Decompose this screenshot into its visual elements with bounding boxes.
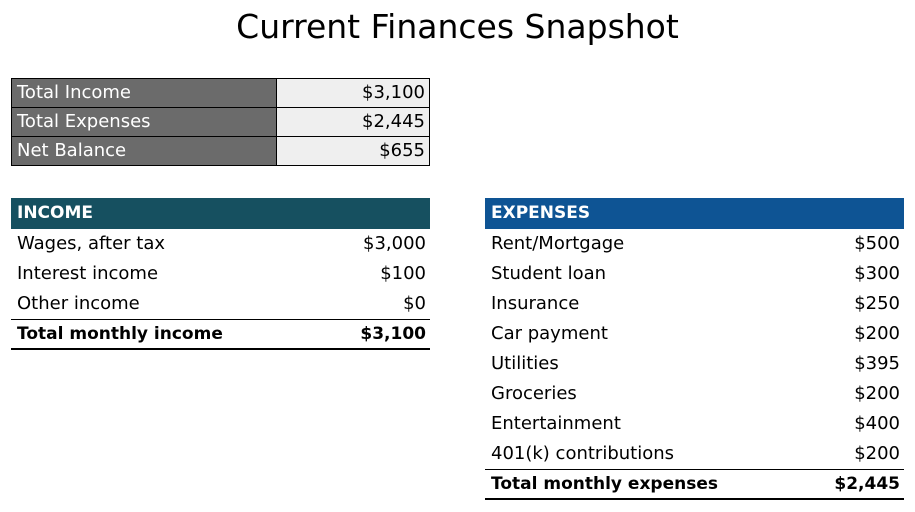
- list-item[interactable]: Car payment $200: [485, 319, 904, 349]
- item-value: $500: [854, 233, 900, 254]
- item-label: 401(k) contributions: [491, 443, 675, 464]
- total-value: $3,100: [360, 324, 426, 344]
- summary-row-net-balance: Net Balance $655: [11, 136, 430, 166]
- item-value: $395: [854, 353, 900, 374]
- page-title: Current Finances Snapshot: [236, 7, 679, 46]
- list-item[interactable]: Groceries $200: [485, 379, 904, 409]
- item-value: $0: [403, 293, 426, 314]
- list-item[interactable]: 401(k) contributions $200: [485, 439, 904, 469]
- item-label: Groceries: [491, 383, 577, 404]
- summary-row-total-expenses: Total Expenses $2,445: [11, 107, 430, 137]
- summary-value[interactable]: $3,100: [276, 78, 430, 108]
- income-panel: INCOME Wages, after tax $3,000 Interest …: [11, 198, 430, 350]
- total-value: $2,445: [834, 474, 900, 494]
- summary-label: Total Income: [11, 78, 277, 108]
- list-item[interactable]: Rent/Mortgage $500: [485, 229, 904, 259]
- item-value: $200: [854, 383, 900, 404]
- expenses-header: EXPENSES: [485, 198, 904, 229]
- summary-value[interactable]: $655: [276, 136, 430, 166]
- summary-value[interactable]: $2,445: [276, 107, 430, 137]
- item-label: Car payment: [491, 323, 608, 344]
- item-value: $250: [854, 293, 900, 314]
- income-header: INCOME: [11, 198, 430, 229]
- list-item[interactable]: Interest income $100: [11, 259, 430, 289]
- list-item[interactable]: Student loan $300: [485, 259, 904, 289]
- item-label: Interest income: [17, 263, 159, 284]
- list-item[interactable]: Other income $0: [11, 289, 430, 319]
- income-total-row[interactable]: Total monthly income $3,100: [11, 319, 430, 350]
- item-value: $100: [380, 263, 426, 284]
- list-item[interactable]: Utilities $395: [485, 349, 904, 379]
- item-label: Other income: [17, 293, 140, 314]
- item-label: Entertainment: [491, 413, 621, 434]
- item-label: Rent/Mortgage: [491, 233, 625, 254]
- expenses-panel: EXPENSES Rent/Mortgage $500 Student loan…: [485, 198, 904, 500]
- item-label: Utilities: [491, 353, 559, 374]
- summary-table: Total Income $3,100 Total Expenses $2,44…: [11, 78, 430, 166]
- item-value: $200: [854, 323, 900, 344]
- total-label: Total monthly income: [17, 324, 223, 344]
- expenses-total-row[interactable]: Total monthly expenses $2,445: [485, 469, 904, 500]
- summary-label: Total Expenses: [11, 107, 277, 137]
- list-item[interactable]: Insurance $250: [485, 289, 904, 319]
- item-value: $400: [854, 413, 900, 434]
- summary-label: Net Balance: [11, 136, 277, 166]
- list-item[interactable]: Entertainment $400: [485, 409, 904, 439]
- item-value: $200: [854, 443, 900, 464]
- item-label: Wages, after tax: [17, 233, 166, 254]
- list-item[interactable]: Wages, after tax $3,000: [11, 229, 430, 259]
- total-label: Total monthly expenses: [491, 474, 718, 494]
- item-value: $3,000: [363, 233, 426, 254]
- summary-row-total-income: Total Income $3,100: [11, 78, 430, 108]
- item-label: Student loan: [491, 263, 607, 284]
- item-label: Insurance: [491, 293, 580, 314]
- item-value: $300: [854, 263, 900, 284]
